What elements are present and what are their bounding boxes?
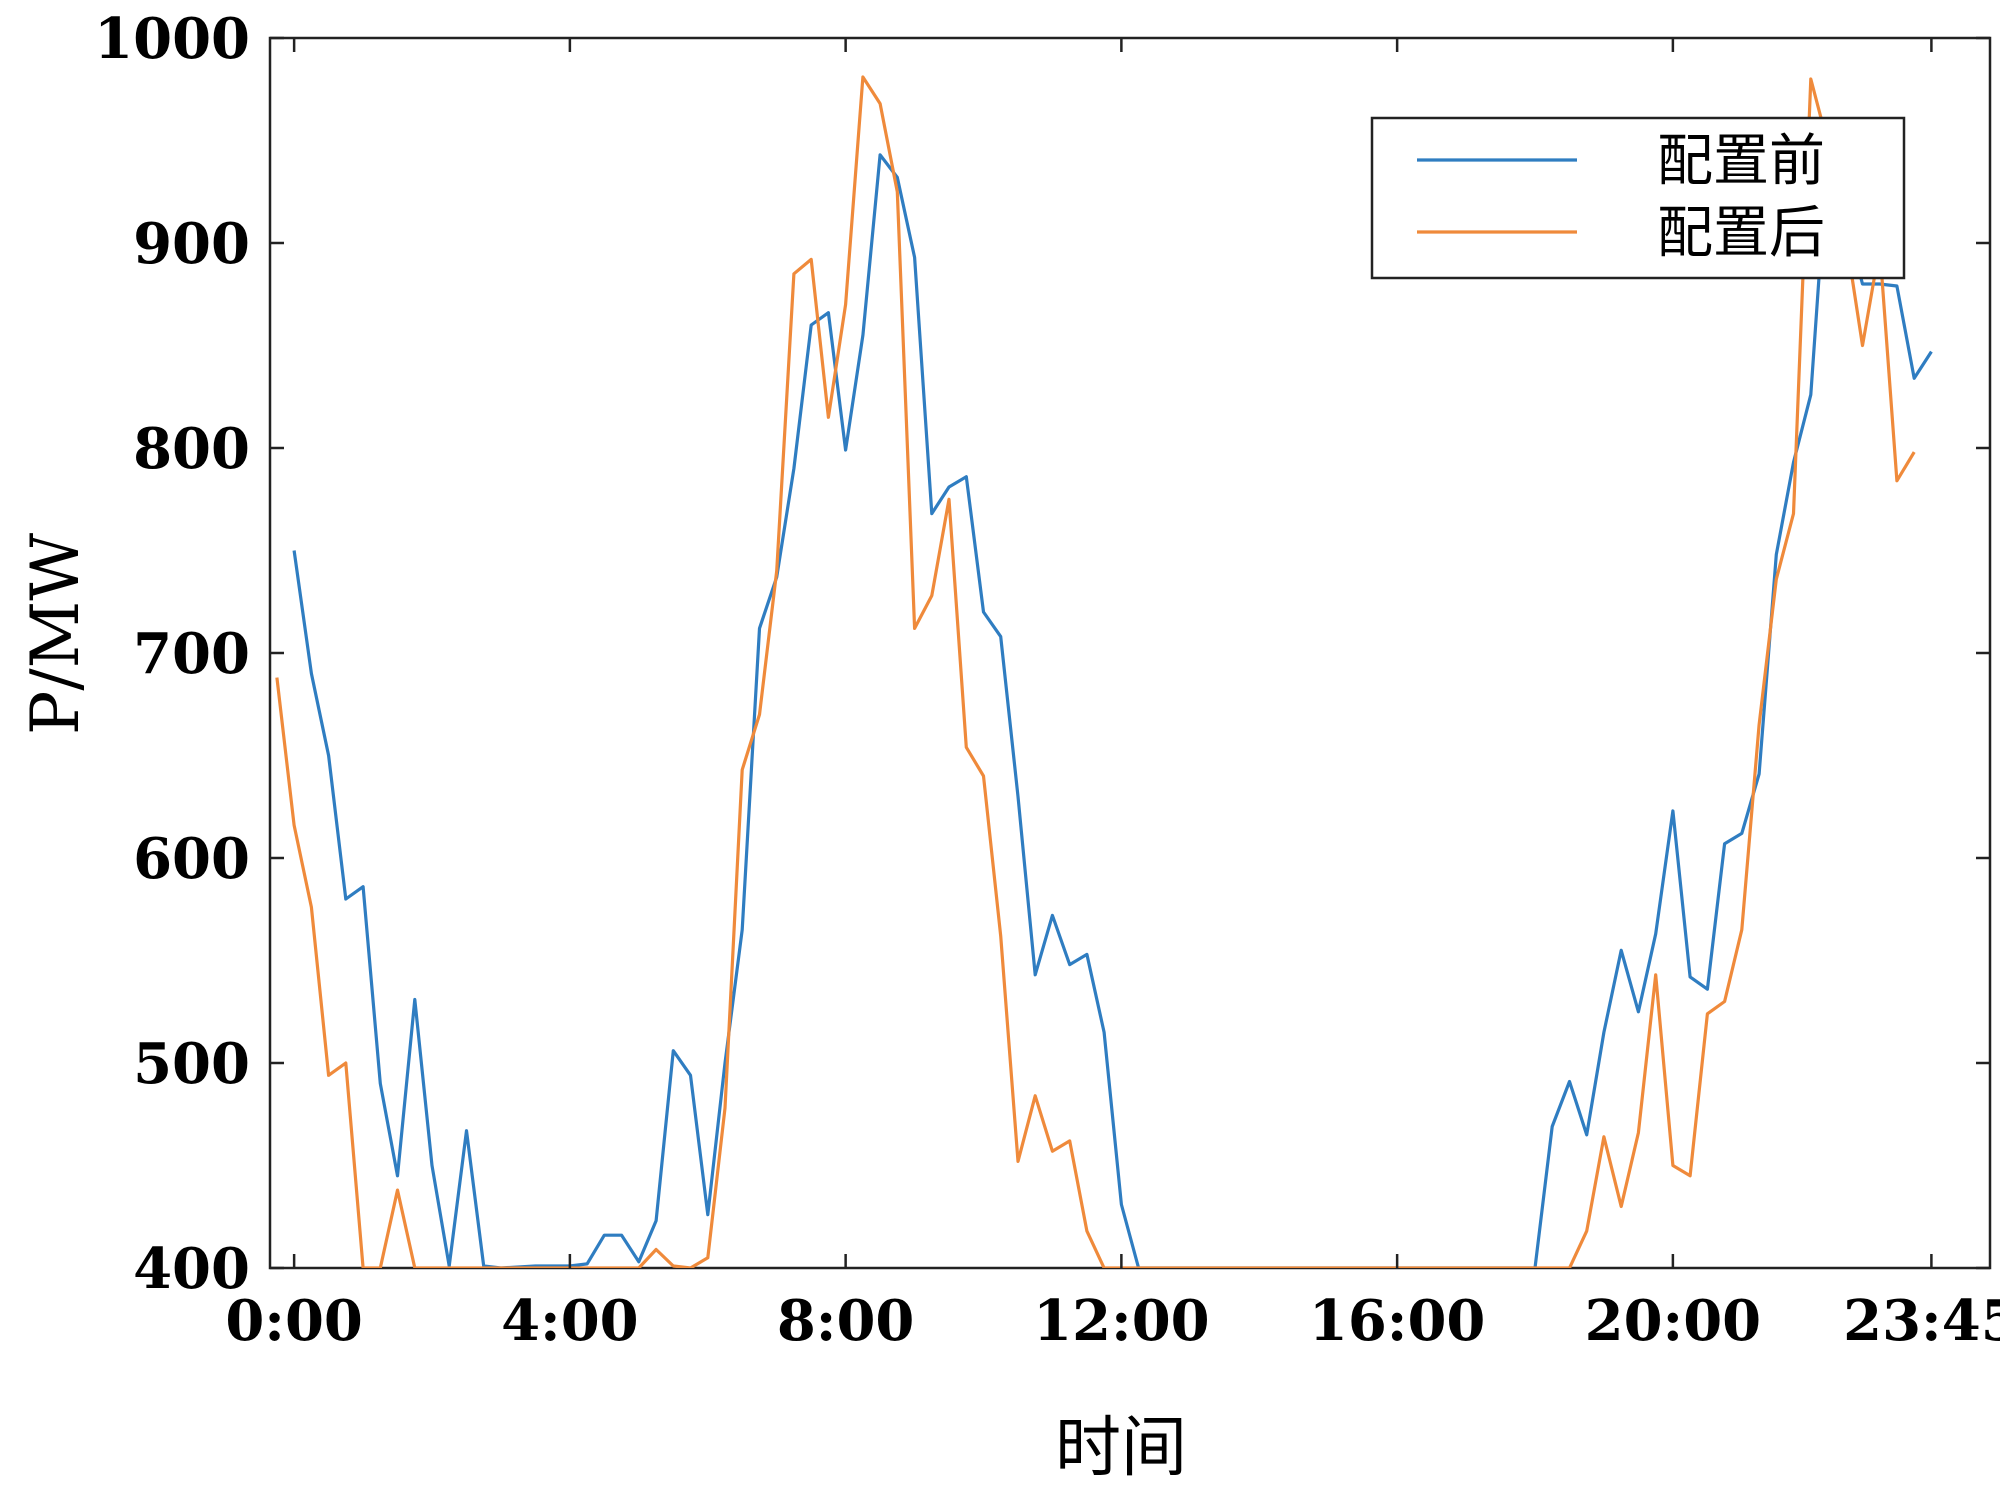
series-line-2 xyxy=(275,75,1916,1268)
x-tick-label: 20:00 xyxy=(1585,1288,1762,1354)
y-tick-label: 600 xyxy=(133,826,250,892)
y-tick-label: 500 xyxy=(133,1031,250,1097)
x-tick-label: 23:45 xyxy=(1843,1288,2000,1354)
legend-label-1: 配置前 xyxy=(1657,129,1825,194)
legend-box xyxy=(1370,116,1906,280)
x-tick-label: 16:00 xyxy=(1309,1288,1486,1354)
x-axis-label: 时间 xyxy=(1055,1409,1187,1486)
legend-label-2: 配置后 xyxy=(1657,201,1825,266)
x-tick-label: 8:00 xyxy=(777,1288,915,1354)
y-tick-label: 1000 xyxy=(94,6,250,72)
series-group xyxy=(275,75,1933,1268)
y-tick-label: 400 xyxy=(133,1236,250,1302)
y-tick-label: 800 xyxy=(133,416,250,482)
x-tick-label: 0:00 xyxy=(225,1288,363,1354)
x-tick-label: 4:00 xyxy=(501,1288,639,1354)
y-tick-label: 700 xyxy=(133,621,250,687)
y-axis-label: P/MW xyxy=(17,533,94,735)
x-tick-label: 12:00 xyxy=(1033,1288,1210,1354)
axes-group: 400 500 600 700 800 900 1000 0:00 4:00 8:00 12:00 1… xyxy=(94,6,2000,1354)
series-line-1 xyxy=(292,147,1933,1268)
y-tick-label: 900 xyxy=(133,211,250,277)
